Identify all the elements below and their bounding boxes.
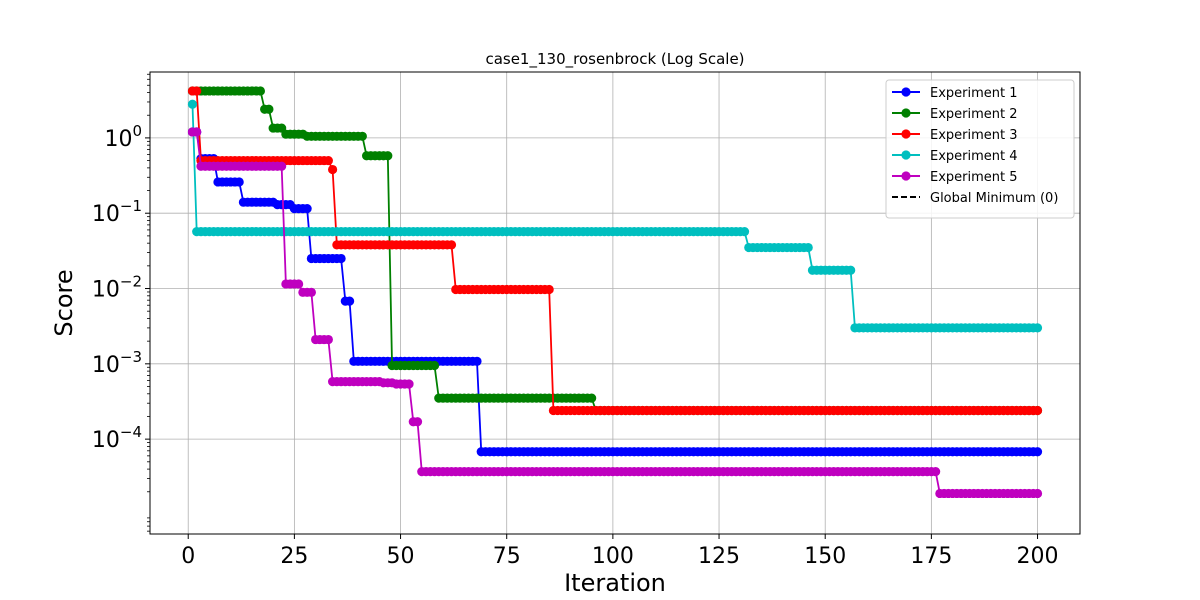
x-tick-label: 150 xyxy=(804,544,846,569)
x-tick-label: 125 xyxy=(698,544,740,569)
series-experiment-4 xyxy=(187,99,1043,333)
data-point xyxy=(336,253,346,264)
legend-marker xyxy=(901,108,911,118)
data-point xyxy=(344,296,355,306)
data-point xyxy=(1032,447,1043,457)
x-tick-label: 75 xyxy=(493,544,521,569)
legend-box xyxy=(885,79,1075,219)
legend: Experiment 1 Experiment 2 Experiment 3 Expe… xyxy=(885,79,1075,219)
x-tick-label: 175 xyxy=(910,544,952,569)
legend-marker xyxy=(901,171,911,181)
plot-area xyxy=(187,86,1043,499)
legend-marker xyxy=(901,150,911,160)
y-axis: 100 10−1 10−2 10−3 10−4 xyxy=(92,73,150,532)
data-point xyxy=(357,131,367,141)
x-tick-label: 100 xyxy=(592,544,634,569)
data-point xyxy=(446,240,457,250)
y-tick-label: 10−2 xyxy=(92,273,142,303)
data-point xyxy=(323,155,333,166)
data-point xyxy=(277,161,287,171)
data-point xyxy=(234,177,244,187)
data-point xyxy=(187,99,198,109)
data-point xyxy=(803,242,813,253)
y-axis-label: Score xyxy=(50,269,78,336)
data-point xyxy=(192,86,202,96)
legend-entry-label: Experiment 4 xyxy=(930,149,1018,164)
data-point xyxy=(472,356,482,366)
x-tick-label: 200 xyxy=(1017,544,1059,569)
x-axis-label: Iteration xyxy=(564,569,666,597)
data-point xyxy=(846,265,856,275)
legend-entry-label: Global Minimum (0) xyxy=(930,191,1058,206)
data-point xyxy=(429,360,440,371)
data-point xyxy=(302,204,312,214)
data-point xyxy=(255,86,266,96)
legend-entry-label: Experiment 5 xyxy=(930,170,1018,185)
data-point xyxy=(1032,405,1043,416)
y-tick-label: 10−3 xyxy=(92,348,142,378)
legend-marker xyxy=(901,129,911,139)
legend-marker xyxy=(901,87,911,97)
data-point xyxy=(404,379,414,389)
x-axis: 0 25 50 75 100 125 150 175 200 xyxy=(181,534,1059,569)
y-tick-label: 100 xyxy=(104,122,142,152)
data-point xyxy=(323,334,333,345)
data-point xyxy=(264,104,274,114)
data-point xyxy=(1032,323,1043,333)
data-point xyxy=(412,417,423,427)
y-tick-label: 10−1 xyxy=(92,197,142,227)
data-point xyxy=(192,127,202,137)
x-tick-label: 25 xyxy=(280,544,308,569)
x-tick-label: 0 xyxy=(181,544,195,569)
data-point xyxy=(544,284,554,295)
data-point xyxy=(1032,488,1043,499)
data-point xyxy=(931,467,941,477)
x-tick-label: 50 xyxy=(387,544,415,569)
plot-frame xyxy=(149,71,1081,535)
legend-entry-label: Experiment 2 xyxy=(930,107,1018,122)
data-point xyxy=(328,164,338,175)
data-point xyxy=(294,279,304,289)
data-point xyxy=(383,151,393,161)
series-experiment-5 xyxy=(187,127,1043,499)
legend-entry-label: Experiment 3 xyxy=(930,128,1018,143)
chart-title: case1_130_rosenbrock (Log Scale) xyxy=(485,50,744,69)
data-point xyxy=(739,226,750,237)
y-tick-label: 10−4 xyxy=(92,423,142,453)
data-point xyxy=(587,393,597,403)
legend-entry-label: Experiment 1 xyxy=(930,86,1018,101)
data-point xyxy=(306,287,316,297)
